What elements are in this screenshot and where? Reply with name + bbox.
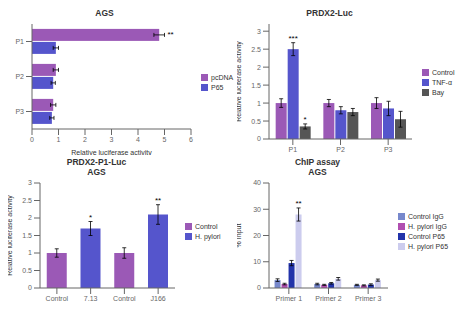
html-text:Control IgG: Control IgG: [408, 213, 444, 220]
svg-text:**: **: [155, 196, 161, 205]
svg-text:1.5: 1.5: [22, 232, 32, 239]
svg-text:1: 1: [28, 249, 32, 256]
html-text:ChIP assay: ChIP assay: [294, 157, 341, 167]
html-text:TNF-α: TNF-α: [432, 79, 452, 86]
svg-text:0.5: 0.5: [22, 267, 32, 274]
svg-text:P3: P3: [15, 108, 24, 115]
svg-text:5: 5: [163, 136, 167, 143]
html-text:Control P65: Control P65: [408, 233, 445, 240]
html-text:H. pylori P65: H. pylori P65: [408, 243, 449, 250]
html-text:H. pylori: H. pylori: [195, 233, 221, 240]
svg-text:3: 3: [28, 179, 32, 186]
html-text:Bay: Bay: [432, 89, 445, 96]
svg-text:Control: Control: [46, 295, 69, 302]
html-text:P65: P65: [211, 84, 224, 91]
svg-text:3: 3: [110, 136, 114, 143]
svg-text:P1: P1: [15, 38, 24, 45]
svg-text:7.13: 7.13: [84, 295, 98, 302]
svg-text:*: *: [89, 213, 92, 222]
svg-text:**: **: [295, 199, 301, 208]
svg-text:% Input: % Input: [237, 224, 243, 248]
svg-text:2.5: 2.5: [22, 197, 32, 204]
svg-text:Relative luciferase activity: Relative luciferase activity: [71, 149, 152, 155]
html-text:AGS: AGS: [87, 167, 106, 177]
svg-text:P3: P3: [384, 146, 393, 153]
html-text:Control: Control: [195, 223, 218, 230]
html-text:PRDX2-Luc: PRDX2-Luc: [306, 8, 353, 18]
svg-text:P2: P2: [15, 73, 24, 80]
html-text:AGS: AGS: [95, 8, 114, 18]
svg-text:Primer 2: Primer 2: [315, 295, 342, 302]
svg-text:0: 0: [257, 135, 261, 142]
svg-text:Control: Control: [113, 295, 136, 302]
svg-text:2: 2: [28, 214, 32, 221]
svg-text:2: 2: [83, 136, 87, 143]
svg-text:Primer 1: Primer 1: [276, 295, 303, 302]
svg-text:0: 0: [30, 136, 34, 143]
svg-text:4: 4: [136, 136, 140, 143]
svg-text:20: 20: [253, 232, 261, 239]
svg-text:10: 10: [253, 258, 261, 265]
html-text:PRDX2-P1-Luc: PRDX2-P1-Luc: [66, 157, 127, 167]
svg-text:0: 0: [257, 284, 261, 291]
svg-text:***: ***: [289, 34, 298, 43]
svg-text:0.5: 0.5: [251, 118, 261, 125]
svg-text:J166: J166: [151, 295, 166, 302]
svg-text:2: 2: [257, 64, 261, 71]
svg-text:40: 40: [253, 179, 261, 186]
html-text:AGS: AGS: [308, 167, 327, 177]
svg-text:3: 3: [257, 28, 261, 35]
svg-text:P2: P2: [336, 146, 345, 153]
svg-text:6: 6: [189, 136, 193, 143]
svg-text:P1: P1: [289, 146, 298, 153]
svg-text:1.5: 1.5: [251, 82, 261, 89]
svg-text:0: 0: [28, 284, 32, 291]
svg-text:Relative luciferase activity: Relative luciferase activity: [8, 195, 14, 276]
svg-text:**: **: [168, 30, 174, 39]
svg-text:1: 1: [257, 100, 261, 107]
svg-text:2.5: 2.5: [251, 46, 261, 53]
html-text:pcDNA: pcDNA: [211, 74, 234, 81]
svg-text:30: 30: [253, 206, 261, 213]
html-text:H. pylori IgG: H. pylori IgG: [408, 223, 447, 230]
svg-text:1: 1: [57, 136, 61, 143]
svg-text:Primer 3: Primer 3: [355, 295, 382, 302]
html-text:Control: Control: [432, 69, 455, 76]
svg-text:*: *: [304, 115, 307, 124]
svg-text:Relative luciferase activity: Relative luciferase activity: [237, 41, 243, 122]
